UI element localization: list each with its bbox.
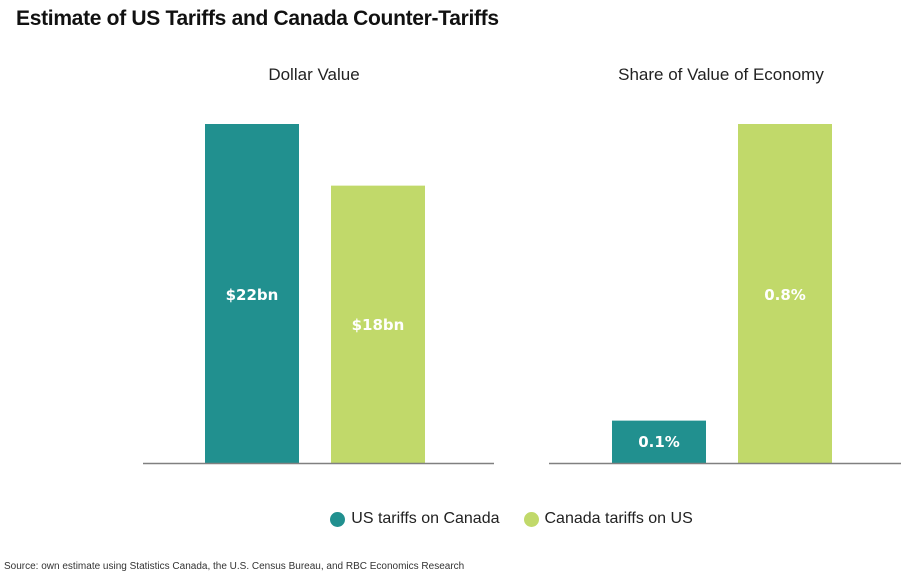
- bar-us: [205, 124, 299, 463]
- bar-canada: [331, 185, 425, 464]
- chart-canvas: Dollar Value $22bn $18bn Share of Value of …: [143, 65, 901, 465]
- data-label: $22bn: [226, 286, 279, 304]
- legend-label-us: US tariffs on Canada: [351, 510, 500, 527]
- panel-title: Dollar Value: [268, 65, 359, 84]
- legend: US tariffs on Canada Canada tariffs on U…: [0, 510, 913, 528]
- legend-item-canada: Canada tariffs on US: [523, 510, 693, 528]
- source-note: Source: own estimate using Statistics Ca…: [4, 561, 465, 572]
- bar-canada: [738, 124, 832, 463]
- legend-item-us: US tariffs on Canada: [330, 510, 500, 528]
- legend-swatch-canada: [523, 511, 539, 527]
- legend-label-canada: Canada tariffs on US: [544, 510, 693, 527]
- chart-title: Estimate of US Tariffs and Canada Counte…: [16, 7, 499, 30]
- data-label: 0.8%: [764, 286, 806, 304]
- bar-us: [612, 420, 706, 463]
- data-label: $18bn: [352, 316, 405, 334]
- legend-swatch-us: [330, 511, 346, 527]
- panel-title: Share of Value of Economy: [618, 65, 824, 84]
- data-label: 0.1%: [638, 433, 680, 451]
